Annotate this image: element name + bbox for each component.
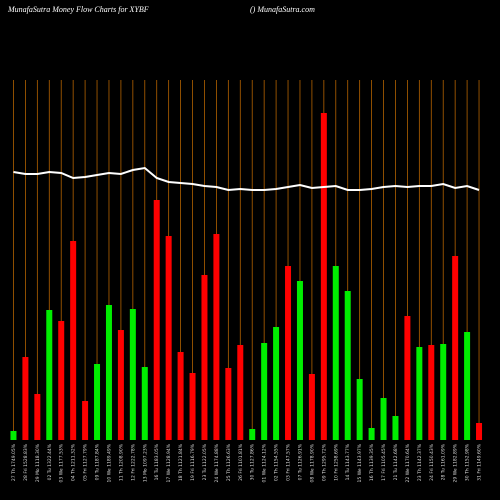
- bar: [213, 234, 220, 440]
- bar: [332, 266, 339, 440]
- x-tick-label: 30 Th 1152.98%: [465, 443, 471, 481]
- x-tick-label: 28 Fri 1528.83%: [23, 443, 29, 481]
- x-tick-label: 02 Th 1154.55%: [274, 443, 280, 481]
- bar: [368, 428, 375, 440]
- bar: [296, 281, 303, 440]
- bar: [440, 344, 447, 440]
- x-tick-label: 31 Fri 1149.60%: [477, 443, 483, 481]
- bar: [189, 373, 196, 440]
- bar: [392, 416, 399, 440]
- x-tick-label: 11 Th 1208.90%: [118, 443, 124, 481]
- bar: [261, 343, 268, 440]
- x-tick-label: 09 Tu 1187.84%: [95, 443, 101, 480]
- x-tick-label: 08 We 1178.90%: [309, 443, 315, 482]
- bar: [476, 423, 483, 440]
- x-tick-label: 27 Th 1749.05%: [11, 443, 17, 481]
- bar: [117, 330, 124, 440]
- bar: [34, 394, 41, 440]
- bar: [201, 275, 208, 440]
- bar: [141, 367, 148, 440]
- x-tick-label: 02 Tu 1322.44%: [47, 443, 53, 480]
- bar: [10, 431, 17, 440]
- bar: [165, 236, 172, 440]
- x-tick-label: 23 Th 1142.37%: [417, 443, 423, 481]
- x-tick-label: 13 Mo 1097.23%: [142, 443, 148, 482]
- x-tick-label: 29 We 1182.89%: [453, 443, 459, 482]
- x-tick-label: 28 Tu 1161.09%: [441, 443, 447, 480]
- bar: [404, 316, 411, 440]
- bar: [46, 310, 53, 440]
- x-tick-label: 14 Tu 1143.77%: [345, 443, 351, 480]
- x-tick-label: 03 We 1177.53%: [59, 443, 65, 482]
- bar: [249, 429, 256, 440]
- x-tick-label: 22 We 1170.64%: [405, 443, 411, 482]
- bar: [82, 401, 89, 440]
- x-tick-label: 09 Th 1295.72%: [321, 443, 327, 481]
- x-tick-label: 10 Fri 1258.69%: [333, 443, 339, 481]
- bar: [416, 347, 423, 440]
- x-tick-label: 29 Mo 1118.30%: [35, 443, 41, 482]
- x-tick-label: 25 Th 1126.63%: [226, 443, 232, 481]
- x-tick-label: 01 We 1124.12%: [262, 443, 268, 482]
- bar: [308, 374, 315, 440]
- chart-subtitle: () MunafaSutra.com: [250, 5, 315, 14]
- x-tick-label: 18 Th 1121.84%: [178, 443, 184, 481]
- x-tick-label: 24 Fri 1150.43%: [429, 443, 435, 481]
- x-tick-label: 16 Tu 1183.05%: [154, 443, 160, 480]
- x-tick-label: 05 Fri 1127.79%: [83, 443, 89, 481]
- bar: [153, 200, 160, 440]
- line: [13, 166, 480, 192]
- x-tick-label: 30 Tu 1127.86%: [250, 443, 256, 480]
- bar: [464, 332, 471, 440]
- x-tick-label: 23 Tu 1122.05%: [202, 443, 208, 480]
- bar: [285, 266, 292, 440]
- x-tick-label: 16 Th 1139.35%: [369, 443, 375, 481]
- x-tick-label: 26 Fri 1101.81%: [238, 443, 244, 481]
- bar: [380, 398, 387, 440]
- x-tick-label: 15 We 1143.97%: [357, 443, 363, 482]
- x-tick-label: 04 Th 1211.32%: [71, 443, 77, 481]
- bar: [320, 113, 327, 440]
- bar: [344, 291, 351, 440]
- x-tick-label: 17 We 1128.94%: [166, 443, 172, 482]
- x-tick-label: 10 We 1189.49%: [106, 443, 112, 482]
- chart-title: MunafaSutra Money Flow Charts for XYBF: [7, 5, 149, 14]
- x-tick-label: 24 We 1174.88%: [214, 443, 220, 482]
- bar: [129, 309, 136, 440]
- bar: [22, 357, 29, 440]
- bar: [428, 345, 435, 440]
- bar: [94, 364, 101, 440]
- bar: [225, 368, 232, 440]
- x-tick-label: 03 Fri 1147.57%: [286, 443, 292, 481]
- x-tick-label: 19 Fri 1116.79%: [190, 443, 196, 481]
- bar: [356, 379, 363, 440]
- bar: [273, 327, 280, 440]
- x-tick-label: 12 Fri 1222.78%: [130, 443, 136, 481]
- x-tick-label: 17 Fri 1105.45%: [381, 443, 387, 481]
- x-tick-label: 07 Tu 1126.91%: [297, 443, 303, 480]
- bar: [70, 241, 77, 440]
- bar: [58, 321, 65, 440]
- bar: [452, 256, 459, 440]
- bar: [237, 345, 244, 440]
- bar: [105, 305, 112, 440]
- bar: [177, 352, 184, 440]
- x-tick-label: 21 Tu 1142.68%: [393, 443, 399, 480]
